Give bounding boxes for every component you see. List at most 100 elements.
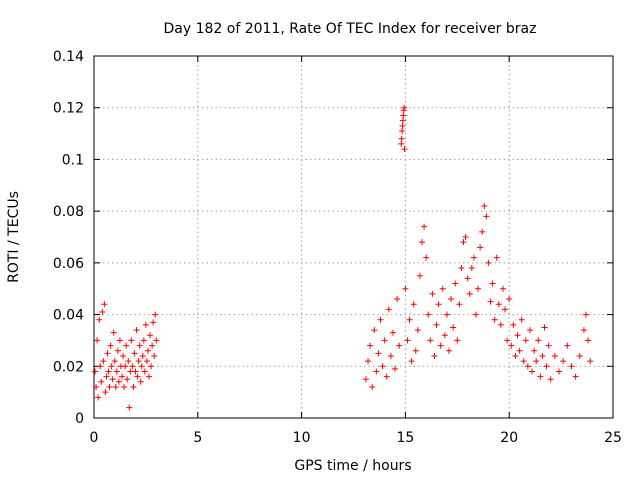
data-point	[419, 239, 426, 246]
x-tick-label: 20	[500, 430, 518, 446]
chart-title: Day 182 of 2011, Rate Of TEC Index for r…	[164, 21, 537, 37]
data-point	[462, 234, 469, 240]
data-point	[514, 332, 521, 339]
data-point	[109, 376, 116, 383]
data-point	[134, 373, 141, 380]
data-point	[483, 213, 490, 220]
data-point	[547, 376, 554, 383]
data-point	[387, 352, 394, 359]
data-point	[508, 342, 515, 349]
data-point	[122, 363, 129, 370]
y-tick-label: 0.08	[53, 204, 84, 220]
data-point	[136, 342, 143, 349]
data-point	[543, 363, 550, 370]
data-point	[139, 352, 146, 359]
data-point	[400, 112, 407, 119]
data-point	[144, 347, 151, 354]
y-tick-label: 0.06	[53, 256, 84, 272]
data-point	[533, 358, 540, 365]
data-point	[150, 319, 157, 326]
data-point	[369, 383, 376, 390]
data-point	[362, 376, 369, 383]
data-point	[468, 265, 475, 272]
x-tick-label: 10	[293, 430, 311, 446]
data-point	[516, 347, 523, 354]
data-point	[143, 358, 150, 365]
data-point	[423, 254, 430, 261]
data-point	[140, 337, 147, 344]
data-point	[495, 301, 502, 308]
data-point	[133, 327, 140, 334]
data-point	[148, 363, 155, 370]
data-point	[135, 358, 142, 365]
data-point	[398, 140, 405, 147]
data-point	[585, 337, 592, 344]
data-point	[96, 316, 103, 323]
data-point	[137, 378, 144, 385]
data-point	[115, 378, 122, 385]
data-point	[112, 383, 119, 390]
data-point	[104, 350, 111, 357]
data-point	[106, 383, 113, 390]
data-point	[131, 350, 138, 357]
data-point	[479, 228, 486, 235]
data-point	[487, 298, 494, 305]
data-point	[441, 332, 448, 339]
data-point	[127, 368, 134, 375]
data-point	[560, 358, 567, 365]
data-point	[146, 373, 153, 380]
data-point	[421, 223, 428, 230]
data-point	[99, 308, 106, 315]
data-point	[129, 363, 136, 370]
data-point	[410, 301, 417, 308]
data-point	[402, 285, 409, 292]
y-tick-label: 0.1	[62, 152, 84, 168]
plot-frame	[93, 55, 614, 419]
data-point	[124, 376, 131, 383]
data-point	[522, 337, 529, 344]
data-point	[381, 337, 388, 344]
data-point	[481, 202, 488, 209]
data-point	[396, 342, 403, 349]
data-point	[394, 296, 401, 303]
data-point	[556, 368, 563, 375]
data-point	[152, 311, 159, 318]
data-point	[448, 296, 455, 303]
data-point	[101, 301, 108, 308]
data-point	[506, 296, 513, 303]
data-point	[564, 342, 571, 349]
data-point	[408, 358, 415, 365]
data-point	[437, 342, 444, 349]
data-point	[583, 311, 590, 318]
x-tick-label: 0	[90, 430, 99, 446]
y-tick-label: 0.04	[53, 308, 84, 324]
data-point	[427, 337, 434, 344]
data-point	[98, 378, 105, 385]
data-point	[102, 389, 109, 396]
data-point	[100, 358, 107, 365]
data-point	[416, 272, 423, 279]
data-point	[116, 337, 123, 344]
data-point	[502, 306, 509, 313]
data-point	[142, 321, 149, 328]
data-point	[524, 363, 531, 370]
data-point	[551, 352, 558, 359]
data-point	[123, 342, 130, 349]
data-point	[439, 285, 446, 292]
data-point	[512, 352, 519, 359]
y-tick-label: 0.14	[53, 49, 84, 65]
data-point	[414, 327, 421, 334]
data-point	[128, 337, 135, 344]
data-point	[450, 324, 457, 331]
data-point	[485, 259, 492, 266]
data-point	[425, 311, 432, 318]
data-point	[445, 347, 452, 354]
data-points	[92, 104, 594, 411]
data-point	[103, 373, 110, 380]
data-point	[499, 285, 506, 292]
data-point	[120, 352, 127, 359]
data-point	[121, 383, 128, 390]
data-point	[119, 373, 126, 380]
data-point	[489, 280, 496, 287]
data-point	[399, 117, 406, 124]
